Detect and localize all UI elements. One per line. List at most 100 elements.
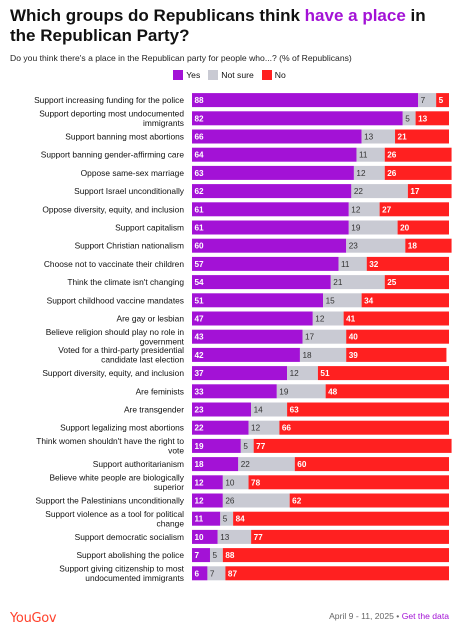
category-label: Support the Palestinians unconditionally xyxy=(35,496,184,506)
category-label: Oppose same-sex marriage xyxy=(81,168,185,178)
data-label: 66 xyxy=(282,424,292,433)
data-label: 42 xyxy=(195,351,205,360)
bar-segment-yes xyxy=(192,165,354,180)
category-label: Are gay or lesbian xyxy=(116,314,184,324)
bar-segment-not-sure xyxy=(240,438,254,453)
bar-segment-not-sure xyxy=(348,220,398,235)
bar-segment-yes xyxy=(192,493,223,508)
chart-subtitle: Do you think there's a place in the Repu… xyxy=(10,53,352,63)
category-label-line: Support Israel unconditionally xyxy=(74,186,185,196)
bar-segment-no xyxy=(317,366,449,381)
legend-label-yes: Yes xyxy=(186,70,201,80)
data-label: 22 xyxy=(354,187,364,196)
data-label: 63 xyxy=(290,406,300,415)
category-label-line: Choose not to vaccinate their children xyxy=(44,259,184,269)
data-label: 22 xyxy=(195,424,205,433)
data-label: 88 xyxy=(195,96,205,105)
data-label: 5 xyxy=(439,96,444,105)
data-label: 23 xyxy=(195,406,205,415)
bar-segment-no xyxy=(248,475,449,490)
bar-segment-no xyxy=(346,347,447,362)
bar-segment-no xyxy=(346,329,449,344)
category-label: Support Israel unconditionally xyxy=(74,186,185,196)
bar-segment-yes xyxy=(192,147,357,162)
bar-segment-not-sure xyxy=(348,202,380,217)
category-label-line: Support legalizing most abortions xyxy=(60,423,184,433)
bar-segment-yes xyxy=(192,548,210,563)
category-label: Support giving citizenship to most undocu… xyxy=(59,564,184,584)
footer-separator: • xyxy=(393,611,402,621)
bar-segment-not-sure xyxy=(353,165,385,180)
bar-segment-no xyxy=(289,493,449,508)
category-label: Oppose diversity, equity, and inclusion xyxy=(42,204,184,214)
data-label: 26 xyxy=(387,151,397,160)
bar-segment-no xyxy=(384,165,452,180)
bar-segment-not-sure xyxy=(361,129,396,144)
category-label-line: Support capitalism xyxy=(115,223,184,233)
bar-segment-yes xyxy=(192,238,347,253)
category-label-line: Support Christian nationalism xyxy=(75,241,184,251)
bar-segment-not-sure xyxy=(302,329,347,344)
category-label: Support banning most abortions xyxy=(65,132,184,142)
bar-segment-yes xyxy=(192,475,223,490)
bar-segment-no xyxy=(225,566,449,581)
category-label-line: Are transgender xyxy=(124,405,184,415)
bar-segment-not-sure xyxy=(287,366,318,381)
data-label: 18 xyxy=(302,351,312,360)
data-label: 26 xyxy=(387,169,397,178)
category-label: Support abolishing the police xyxy=(76,550,184,560)
bar-segment-no xyxy=(397,220,449,235)
data-label: 7 xyxy=(421,96,426,105)
legend-item-no: No xyxy=(261,70,286,80)
data-label: 7 xyxy=(195,551,200,560)
bar-segment-yes xyxy=(192,256,339,271)
category-label-line: Are gay or lesbian xyxy=(116,314,184,324)
bar-segment-not-sure xyxy=(346,238,406,253)
data-label: 63 xyxy=(195,169,205,178)
data-label: 39 xyxy=(349,351,359,360)
data-label: 64 xyxy=(195,151,205,160)
category-label: Think the climate isn't changing xyxy=(67,277,184,287)
bar-segment-yes xyxy=(192,275,331,290)
data-label: 12 xyxy=(290,369,300,378)
data-label: 77 xyxy=(254,533,264,542)
bar-segment-not-sure xyxy=(217,529,252,544)
data-label: 12 xyxy=(195,497,205,506)
data-label: 17 xyxy=(305,333,315,342)
category-label-line: change xyxy=(157,518,185,528)
category-label: Believe religion should play no role in g… xyxy=(46,327,185,347)
data-label: 20 xyxy=(400,224,410,233)
bar-segment-yes xyxy=(192,366,288,381)
bar-segment-yes xyxy=(192,438,241,453)
category-label: Support diversity, equity, and inclusion xyxy=(42,368,184,378)
title-text-2: in the Republican Party? xyxy=(10,6,426,45)
category-label-line: Support democratic socialism xyxy=(75,532,184,542)
data-label: 87 xyxy=(228,569,238,578)
bar-segment-not-sure xyxy=(209,548,223,563)
category-label: Are transgender xyxy=(124,405,184,415)
data-label: 13 xyxy=(418,114,428,123)
legend-item-not-sure: Not sure xyxy=(208,70,254,80)
bar-segment-not-sure xyxy=(276,384,326,399)
bar-segment-no xyxy=(384,147,452,162)
footer-info: April 9 - 11, 2025 • Get the data xyxy=(329,611,449,621)
data-label: 47 xyxy=(195,315,205,324)
category-label: Think women shouldn't have the right to v… xyxy=(36,436,184,456)
bar-segment-no xyxy=(407,184,452,199)
category-label-line: Support the Palestinians unconditionally xyxy=(35,496,184,506)
category-label: Choose not to vaccinate their children xyxy=(44,259,184,269)
bar-segment-no xyxy=(379,202,449,217)
data-label: 10 xyxy=(195,533,205,542)
category-label: Are feminists xyxy=(136,386,184,396)
get-the-data-link[interactable]: Get the data xyxy=(401,611,449,621)
data-label: 60 xyxy=(297,460,307,469)
category-label-line: Are feminists xyxy=(136,386,184,396)
category-label: Voted for a third-party presidential cand… xyxy=(58,345,184,365)
category-label: Support Christian nationalism xyxy=(75,241,184,251)
category-label-line: candidate last election xyxy=(101,355,184,365)
data-label: 37 xyxy=(195,369,205,378)
data-label: 82 xyxy=(195,114,205,123)
category-label-line: Oppose diversity, equity, and inclusion xyxy=(42,204,184,214)
bar-segment-yes xyxy=(192,220,349,235)
